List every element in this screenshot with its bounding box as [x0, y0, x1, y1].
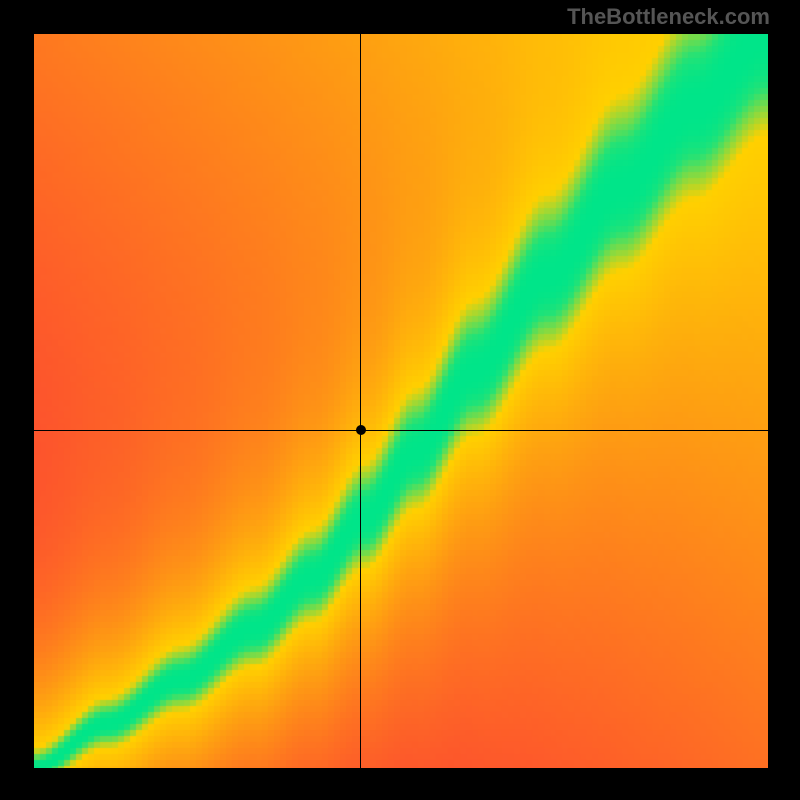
watermark-label: TheBottleneck.com	[567, 4, 770, 30]
heatmap-canvas	[34, 34, 768, 768]
heatmap-plot	[34, 34, 768, 768]
crosshair-horizontal	[34, 430, 768, 431]
chart-frame: TheBottleneck.com	[0, 0, 800, 800]
crosshair-vertical	[360, 34, 361, 768]
crosshair-marker	[356, 425, 366, 435]
